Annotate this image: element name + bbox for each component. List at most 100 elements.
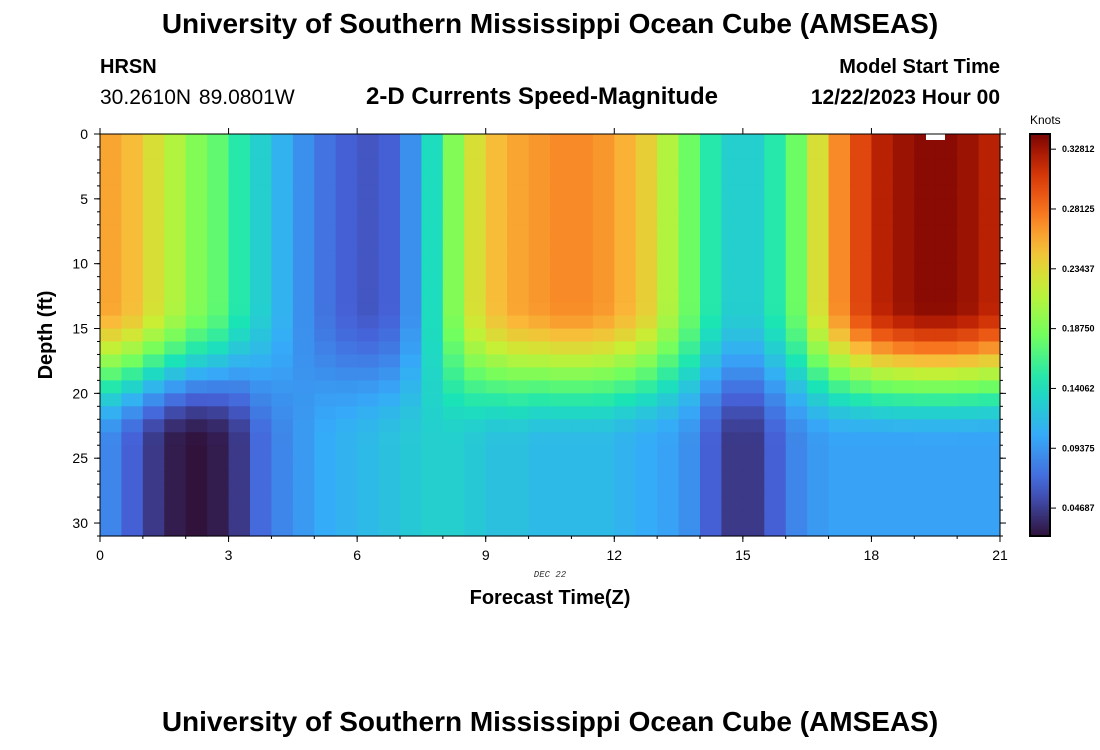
heatmap-cell [935,328,958,343]
heatmap-cell [185,445,208,459]
heatmap-cell [485,419,508,433]
heatmap-cell [721,146,744,161]
heatmap-cell [592,134,615,148]
heatmap-cell [550,211,573,226]
heatmap-cell [914,432,937,446]
heatmap-cell [100,185,123,200]
heatmap-cell [678,406,701,420]
heatmap-cell [678,458,701,472]
heatmap-cell [935,211,958,226]
heatmap-cell [721,302,744,317]
heatmap-cell [592,458,615,472]
heatmap-cell [571,393,594,407]
heatmap-cell [207,276,230,291]
heatmap-cell [250,367,273,381]
heatmap-cell [935,406,958,420]
heatmap-cell [828,237,851,252]
heatmap-cell [571,484,594,498]
heatmap-cell [100,406,123,420]
heatmap-cell [335,250,358,265]
heatmap-cell [314,211,337,226]
heatmap-cell [400,354,423,369]
heatmap-cell [228,510,251,524]
heatmap-cell [485,134,508,148]
heatmap-cell [935,419,958,433]
heatmap-cell [721,315,744,330]
heatmap-cell [421,211,444,226]
heatmap-cell [142,497,165,511]
heatmap-cell [657,510,680,524]
heatmap-cell [271,341,294,356]
heatmap-cell [250,159,273,174]
heatmap-cell [528,458,551,472]
heatmap-cell [571,276,594,291]
heatmap-cell [935,341,958,356]
heatmap-cell [464,367,487,381]
heatmap-cell [250,484,273,498]
heatmap-cell [121,523,144,537]
heatmap-cell [614,367,637,381]
y-axis-ticks: 0 5 10 15 20 25 30 [72,126,1006,537]
heatmap-cell [785,263,808,278]
heatmap-cell [742,471,765,485]
heatmap-cell [142,159,165,174]
heatmap-cell [807,185,830,200]
heatmap-cell [185,341,208,356]
heatmap-cell [378,380,401,394]
heatmap-cell [142,263,165,278]
heatmap-cell [957,354,980,369]
heatmap-cell [100,276,123,291]
heatmap-cell [507,484,530,498]
heatmap-cell [892,367,915,381]
heatmap-cell [335,276,358,291]
heatmap-cell [850,354,873,369]
heatmap-cell [314,315,337,330]
heatmap-cell [442,393,465,407]
heatmap-cell [700,224,723,239]
heatmap-cell [250,510,273,524]
colorbar-tick-label: 0.28125 [1062,204,1095,214]
heatmap-cell [400,393,423,407]
heatmap-cell [121,406,144,420]
heatmap-cell [807,198,830,213]
heatmap-cell [957,367,980,381]
heatmap-cell [314,289,337,304]
heatmap-cell [635,328,658,343]
heatmap-cell [742,497,765,511]
heatmap-cell [550,315,573,330]
heatmap-cell [657,315,680,330]
heatmap-cell [121,458,144,472]
heatmap-cell [721,328,744,343]
heatmap-cell [657,445,680,459]
heatmap-cell [421,237,444,252]
heatmap-cell [678,250,701,265]
heatmap-cell [207,458,230,472]
heatmap-cell [785,367,808,381]
heatmap-cell [228,302,251,317]
heatmap-cell [421,172,444,187]
heatmap-cell [335,134,358,148]
heatmap-cell [121,224,144,239]
heatmap-cell [507,276,530,291]
heatmap-cell [742,354,765,369]
heatmap-cell [271,134,294,148]
y-tick-label: 30 [72,515,88,531]
heatmap-cell [164,471,187,485]
heatmap-cell [550,367,573,381]
heatmap-cell [678,276,701,291]
heatmap-cell [464,198,487,213]
heatmap-cell [614,510,637,524]
heatmap-cell [228,458,251,472]
heatmap-cell [550,458,573,472]
heatmap-cell [614,406,637,420]
heatmap-cell [742,263,765,278]
heatmap-cell [250,211,273,226]
heatmap-cell [785,185,808,200]
heatmap-cell [721,367,744,381]
heatmap-cell [207,367,230,381]
heatmap-cell [250,523,273,537]
heatmap-cell [614,497,637,511]
heatmap-cell [121,380,144,394]
heatmap-cell [442,458,465,472]
heatmap-cell [742,484,765,498]
